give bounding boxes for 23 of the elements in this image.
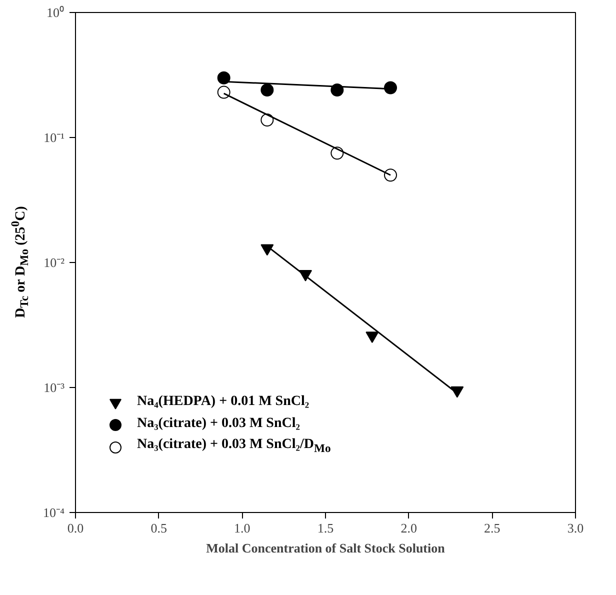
legend-label: Na₃(citrate) + 0.03 M SnCl₂/D$_{Mo}$ bbox=[137, 437, 331, 457]
point bbox=[217, 71, 230, 84]
y-tick-label: 10⁻⁴ bbox=[42, 505, 65, 520]
x-tick-label: 3.0 bbox=[567, 520, 584, 536]
point bbox=[260, 114, 274, 127]
legend-label: Na₃(citrate) + 0.03 M SnCl₂ bbox=[137, 416, 300, 432]
y-tick-label: 10⁻¹ bbox=[44, 130, 65, 145]
point bbox=[384, 168, 397, 182]
x-tick-label: 1.0 bbox=[234, 520, 250, 536]
x-tick-label: 2.0 bbox=[400, 520, 417, 536]
x-tick-label: 2.5 bbox=[484, 520, 500, 536]
point bbox=[260, 83, 274, 96]
point bbox=[217, 86, 230, 99]
x-tick-label: 0.5 bbox=[150, 520, 167, 536]
y-tick-label: 10⁻³ bbox=[44, 380, 65, 395]
x-tick-label: 1.5 bbox=[317, 520, 334, 536]
point bbox=[366, 332, 379, 344]
point bbox=[384, 81, 397, 94]
legend-label: Na₄(HEDPA) + 0.01 M SnCl₂ bbox=[137, 394, 310, 410]
x-tick-label: 0.0 bbox=[67, 520, 84, 536]
y-tick-label: 10⁰ bbox=[46, 5, 64, 20]
x-axis-title: Molal Concentration of Salt Stock Solution bbox=[206, 540, 446, 556]
y-tick-label: 10⁻² bbox=[44, 255, 65, 270]
